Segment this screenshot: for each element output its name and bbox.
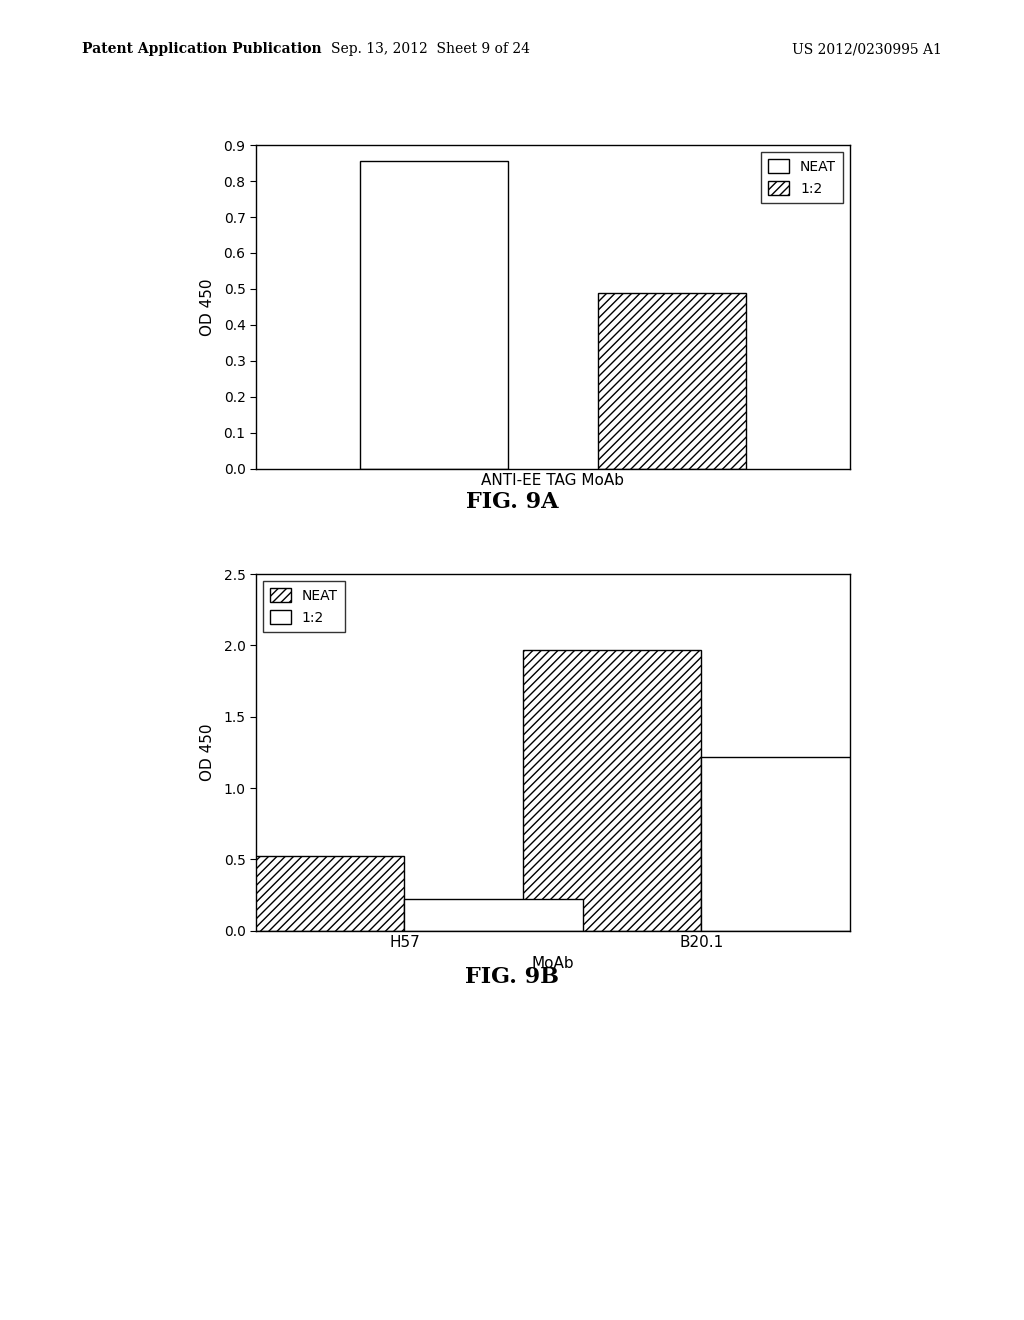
- Text: FIG. 9A: FIG. 9A: [466, 491, 558, 513]
- Text: Patent Application Publication: Patent Application Publication: [82, 42, 322, 57]
- Bar: [597, 293, 745, 469]
- Y-axis label: OD 450: OD 450: [201, 723, 215, 781]
- Text: FIG. 9B: FIG. 9B: [465, 966, 559, 989]
- Text: Sep. 13, 2012  Sheet 9 of 24: Sep. 13, 2012 Sheet 9 of 24: [331, 42, 529, 57]
- Legend: NEAT, 1:2: NEAT, 1:2: [761, 152, 843, 202]
- X-axis label: MoAb: MoAb: [531, 956, 574, 972]
- Y-axis label: OD 450: OD 450: [201, 279, 215, 335]
- Legend: NEAT, 1:2: NEAT, 1:2: [263, 581, 345, 631]
- Text: US 2012/0230995 A1: US 2012/0230995 A1: [793, 42, 942, 57]
- Bar: [226, 857, 404, 931]
- Bar: [404, 899, 583, 931]
- Bar: [360, 161, 509, 469]
- Bar: [701, 756, 880, 931]
- Bar: [523, 649, 701, 931]
